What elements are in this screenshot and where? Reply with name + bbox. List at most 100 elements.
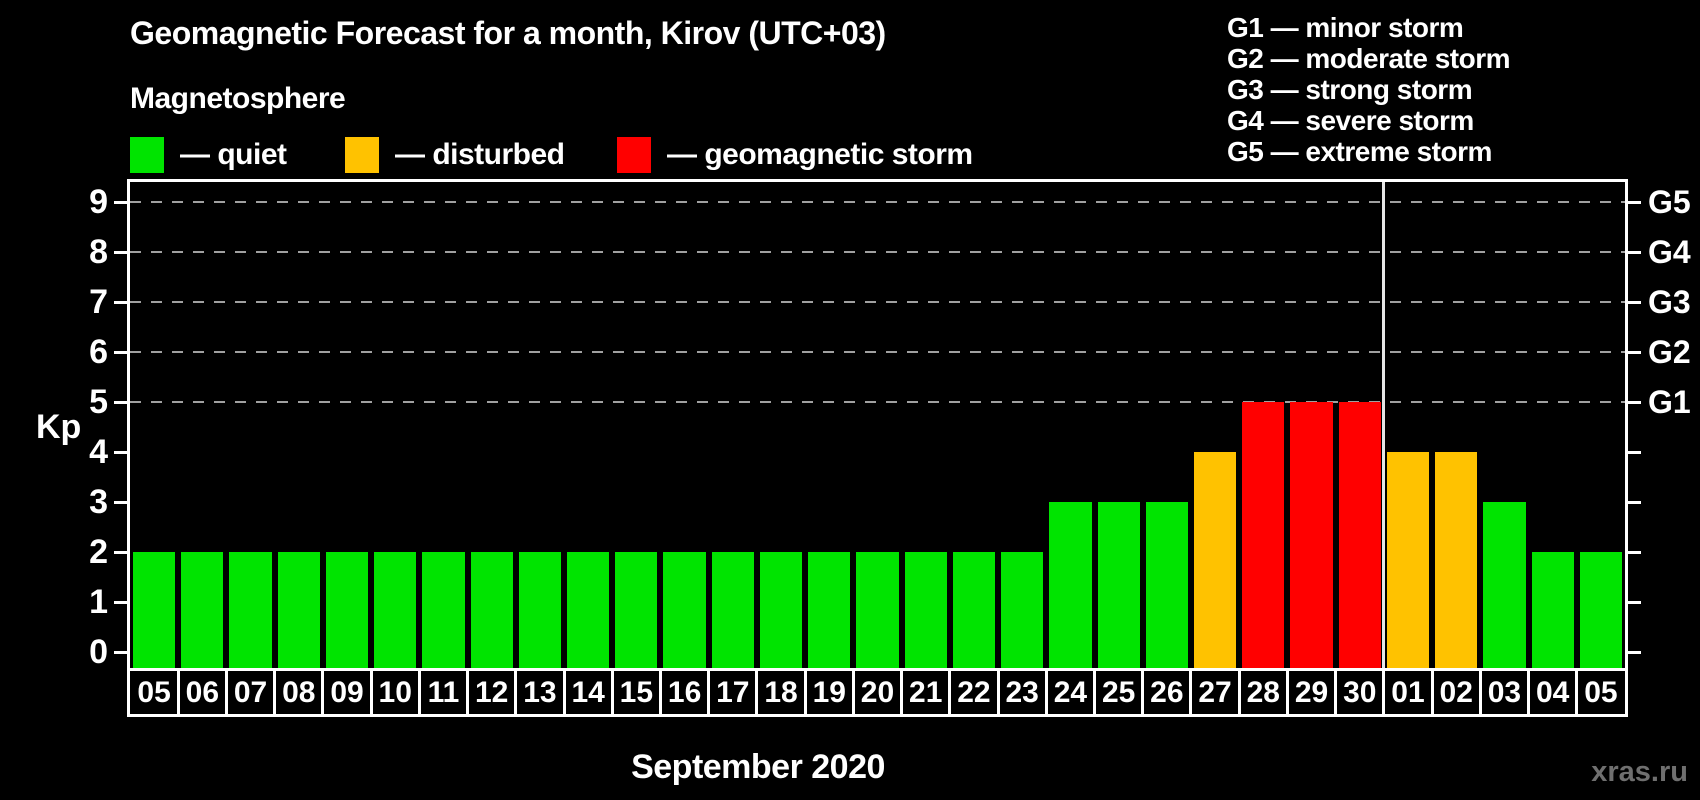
day-label-20-sep: 20 [860,676,895,709]
right-tick-kp0 [1628,651,1641,654]
bar-day-26 [1145,502,1188,668]
day-cell-divider [1093,671,1097,714]
day-cell-divider [803,671,807,714]
day-cell-divider [1575,671,1579,714]
left-tick-kp2 [114,551,127,554]
day-label-05-sep: 05 [137,676,171,709]
day-cell-divider [1478,671,1482,714]
bar-day-17 [711,552,754,668]
left-tick-kp0 [114,651,127,654]
magnetosphere-legend-title: Magnetosphere [130,82,346,115]
y-axis-label-7: 7 [89,283,108,321]
bar-day-21 [904,552,947,668]
x-axis-title: September 2020 [631,748,885,786]
storm-scale-legend: G1 — minor storm G2 — moderate storm G3 — … [1227,12,1511,167]
day-label-30-sep: 30 [1343,676,1377,709]
legend-label-disturbed: — disturbed [395,137,565,171]
legend-label-storm: — geomagnetic storm [667,137,973,171]
day-cell-divider [658,671,662,714]
y-axis-label-8: 8 [89,233,108,271]
bar-day-25 [1097,502,1140,668]
day-label-28-sep: 28 [1246,676,1280,709]
day-cell-divider [1044,671,1048,714]
bar-day-23 [1001,552,1044,668]
left-tick-kp6 [114,351,127,354]
day-cell-divider [707,671,711,714]
day-cell-divider [369,671,373,714]
bar-day-16 [663,552,706,668]
right-axis-label-g4: G4 [1648,234,1691,270]
y-axis-label-0: 0 [89,633,108,671]
day-label-10-sep: 10 [378,676,412,709]
legend-swatch-storm-icon [617,136,651,173]
bar-day-06 [181,552,224,668]
month-boundary-line [1382,182,1386,668]
right-tick-kp1 [1628,601,1641,604]
day-cell-divider [224,671,228,714]
right-axis-label-g2: G2 [1648,334,1691,370]
day-cell-divider [851,671,855,714]
day-cell-divider [273,671,277,714]
y-axis-label-3: 3 [89,483,108,521]
day-label-01-oct: 01 [1391,676,1425,709]
left-tick-kp8 [114,251,127,254]
left-tick-kp1 [114,601,127,604]
right-axis-label-g3: G3 [1648,284,1691,320]
y-axis-title: Kp [36,408,82,446]
bar-day-04 [1531,552,1574,668]
day-label-09-sep: 09 [330,676,364,709]
day-cell-divider [996,671,1000,714]
bar-day-19 [808,552,851,668]
bar-day-12 [470,552,513,668]
bar-day-15 [615,552,658,668]
left-tick-kp4 [114,451,127,454]
bar-day-03 [1483,502,1526,668]
day-label-05-oct: 05 [1584,676,1618,709]
gridline-kp6 [130,351,1625,353]
day-cell-divider [514,671,518,714]
day-label-14-sep: 14 [571,676,605,709]
gridline-kp8 [130,251,1625,253]
bar-day-13 [518,552,562,668]
y-axis-label-9: 9 [89,183,108,221]
bar-day-27 [1193,452,1237,668]
right-tick-kp6 [1628,351,1641,354]
left-tick-kp9 [114,201,127,204]
day-cell-divider [755,671,759,714]
legend-swatch-quiet-icon [130,136,164,173]
bar-day-14 [567,552,610,668]
y-axis-label-4: 4 [89,433,108,471]
y-axis-label-1: 1 [89,583,108,621]
storm-scale-line-g3: G3 — strong storm [1227,74,1473,105]
day-label-22-sep: 22 [957,676,991,709]
day-label-11-sep: 11 [427,676,460,709]
bar-day-08 [277,552,320,668]
y-axis-label-6: 6 [89,333,108,371]
watermark: xras.ru [1591,756,1688,788]
day-label-23-sep: 23 [1005,676,1039,709]
day-label-29-sep: 29 [1294,676,1329,709]
day-cell-divider [1430,671,1434,714]
day-cell-divider [417,671,421,714]
bar-day-10 [374,552,417,668]
day-label-12-sep: 12 [475,676,509,709]
bar-day-30 [1338,402,1381,668]
day-label-03-oct: 03 [1487,676,1522,709]
bar-day-24 [1049,502,1092,668]
right-tick-kp3 [1628,501,1641,504]
day-label-15-sep: 15 [619,676,654,709]
day-cell-divider [1382,671,1386,714]
gridline-kp5 [130,401,1625,403]
legend-label-quiet: — quiet [180,137,287,171]
right-axis-label-g1: G1 [1648,384,1691,420]
bar-day-28 [1242,402,1285,668]
day-label-04-oct: 04 [1535,676,1570,709]
day-label-18-sep: 18 [764,676,798,709]
day-label-06-sep: 06 [185,676,220,709]
chart-title: Geomagnetic Forecast for a month, Kirov … [130,15,886,51]
day-label-24-sep: 24 [1053,676,1088,709]
bar-day-20 [856,552,899,668]
day-label-16-sep: 16 [667,676,702,709]
day-cell-divider [1527,671,1531,714]
bar-day-22 [952,552,996,668]
